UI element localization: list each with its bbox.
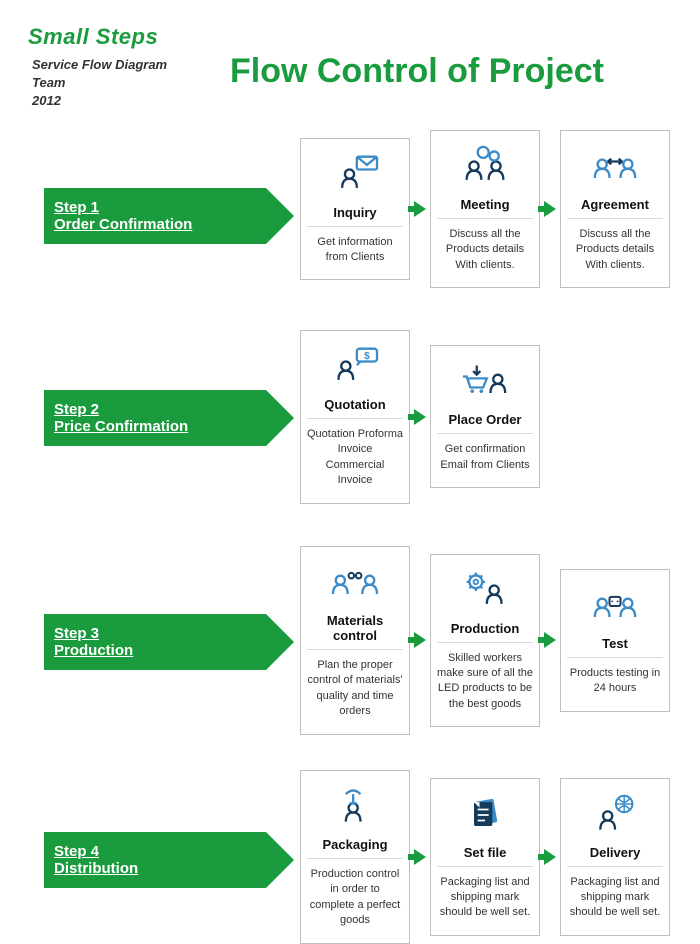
card-row: Packaging Production control in order to… <box>300 770 670 944</box>
delivery-icon <box>585 793 645 837</box>
step-label-line: Step 2 <box>54 401 266 418</box>
card-title: Set file <box>437 845 533 867</box>
card-title: Inquiry <box>307 205 403 227</box>
placeorder-icon <box>455 360 515 404</box>
card-title: Quotation <box>307 397 403 419</box>
card-title: Place Order <box>437 412 533 434</box>
agreement-icon <box>585 145 645 189</box>
flow-card: Inquiry Get information from Clients <box>300 138 410 281</box>
flow-arrow-icon <box>540 201 560 217</box>
page-title: Flow Control of Project <box>230 52 604 91</box>
card-title: Delivery <box>567 845 663 867</box>
flow-arrow-icon <box>410 849 430 865</box>
card-row: Inquiry Get information from Clients Mee… <box>300 130 670 288</box>
card-row: Materials control Plan the proper contro… <box>300 546 670 735</box>
quotation-icon: $ <box>325 345 385 389</box>
packaging-icon <box>325 785 385 829</box>
subtitle-line: 2012 <box>32 92 167 110</box>
materials-icon <box>325 561 385 605</box>
card-desc: Plan the proper control of materials' qu… <box>307 658 403 720</box>
card-desc: Get information from Clients <box>307 235 403 266</box>
flow-arrow-icon <box>540 632 560 648</box>
flow-card: Delivery Packaging list and shipping mar… <box>560 778 670 936</box>
step-arrow: Step 1 Order Confirmation <box>44 188 266 244</box>
step-label-line: Step 3 <box>54 625 266 642</box>
production-icon <box>455 569 515 613</box>
flow-card: Meeting Discuss all the Products details… <box>430 130 540 288</box>
flow-arrow-icon <box>410 409 430 425</box>
step-label-line: Price Confirmation <box>54 418 266 435</box>
card-desc: Get confirmation Email from Clients <box>437 442 533 473</box>
card-desc: Products testing in 24 hours <box>567 666 663 697</box>
card-desc: Packaging list and shipping mark should … <box>567 875 663 921</box>
flow-arrow-icon <box>410 201 430 217</box>
step-label-line: Distribution <box>54 860 266 877</box>
flow-card: Materials control Plan the proper contro… <box>300 546 410 735</box>
card-row: $ Quotation Quotation Proforma Invoice C… <box>300 330 540 504</box>
step-arrow: Step 3 Production <box>44 614 266 670</box>
card-desc: Packaging list and shipping mark should … <box>437 875 533 921</box>
test-icon <box>585 584 645 628</box>
subtitle-line: Service Flow Diagram <box>32 56 167 74</box>
step-label-line: Production <box>54 642 266 659</box>
card-title: Test <box>567 636 663 658</box>
card-desc: Production control in order to complete … <box>307 867 403 929</box>
card-title: Meeting <box>437 197 533 219</box>
flow-arrow-icon <box>540 849 560 865</box>
card-title: Production <box>437 621 533 643</box>
flow-card: Agreement Discuss all the Products detai… <box>560 130 670 288</box>
card-desc: Discuss all the Products details With cl… <box>437 227 533 273</box>
svg-text:$: $ <box>364 351 370 362</box>
step-arrow: Step 2 Price Confirmation <box>44 390 266 446</box>
card-desc: Quotation Proforma Invoice Commercial In… <box>307 427 403 489</box>
flow-card: Place Order Get confirmation Email from … <box>430 345 540 488</box>
step-label-line: Step 4 <box>54 843 266 860</box>
step-label-line: Order Confirmation <box>54 216 266 233</box>
flow-card: Test Products testing in 24 hours <box>560 569 670 712</box>
card-title: Packaging <box>307 837 403 859</box>
header-subtitle: Service Flow Diagram Team 2012 <box>32 56 167 111</box>
flow-card: $ Quotation Quotation Proforma Invoice C… <box>300 330 410 504</box>
card-desc: Discuss all the Products details With cl… <box>567 227 663 273</box>
setfile-icon <box>455 793 515 837</box>
step-label-line: Step 1 <box>54 199 266 216</box>
flow-arrow-icon <box>410 632 430 648</box>
flow-card: Production Skilled workers make sure of … <box>430 554 540 728</box>
card-title: Agreement <box>567 197 663 219</box>
card-title: Materials control <box>307 613 403 650</box>
card-desc: Skilled workers make sure of all the LED… <box>437 651 533 713</box>
flow-card: Set file Packaging list and shipping mar… <box>430 778 540 936</box>
inquiry-icon <box>325 153 385 197</box>
flow-card: Packaging Production control in order to… <box>300 770 410 944</box>
step-arrow: Step 4 Distribution <box>44 832 266 888</box>
brand-title: Small Steps <box>28 24 158 50</box>
subtitle-line: Team <box>32 74 167 92</box>
meeting-icon <box>455 145 515 189</box>
